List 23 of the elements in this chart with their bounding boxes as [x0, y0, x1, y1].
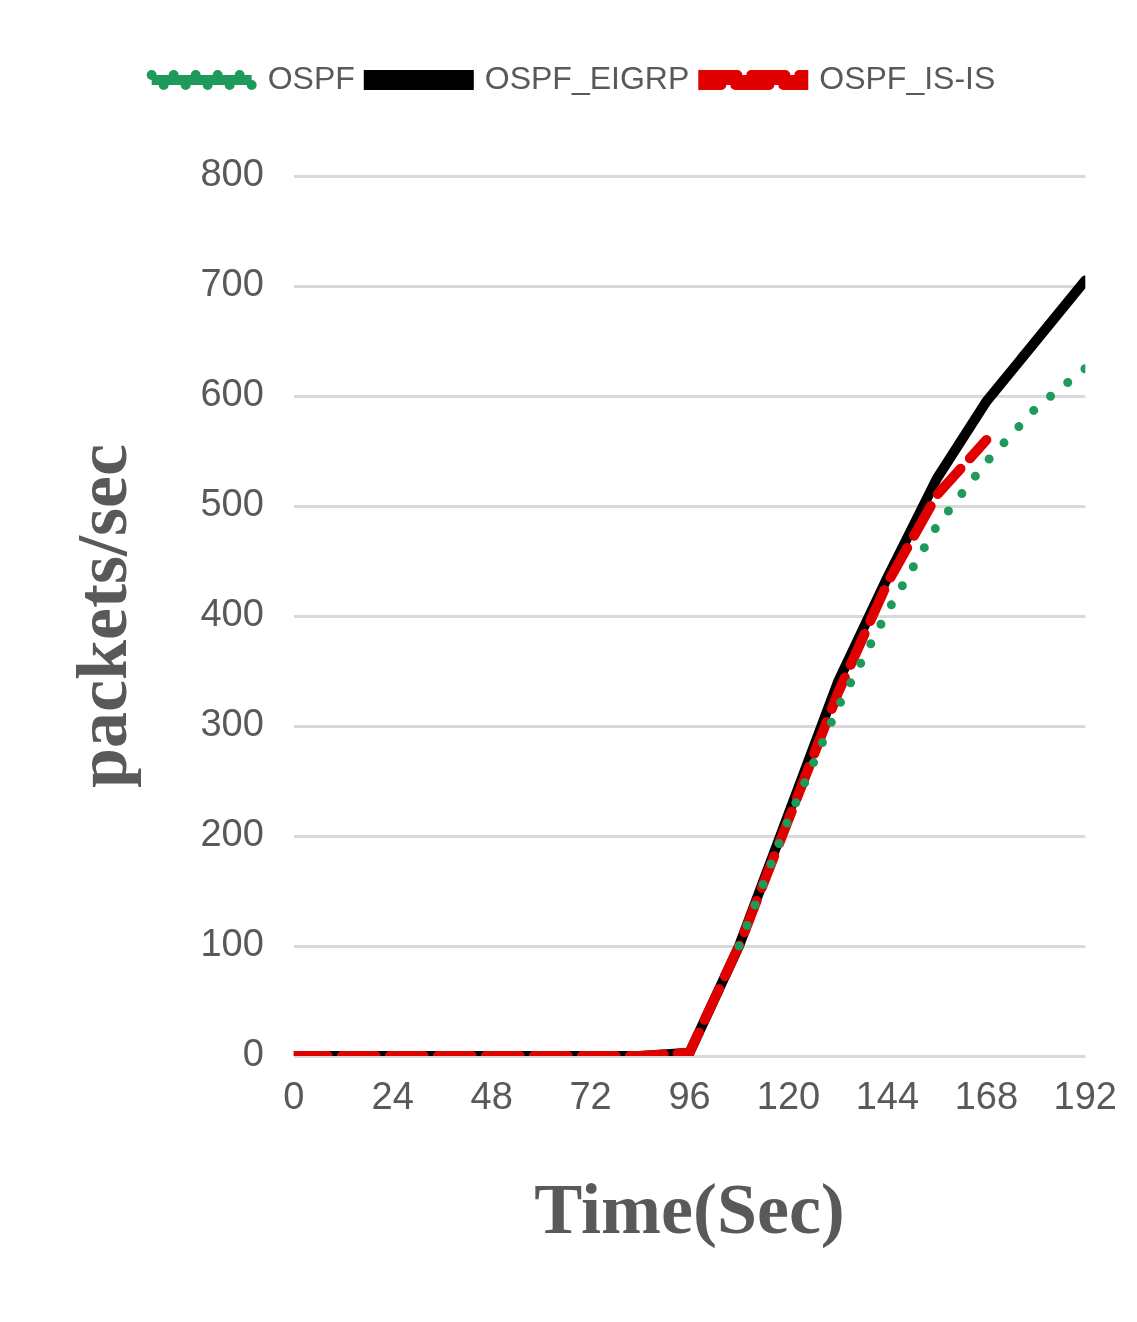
y-tick-label: 500 — [200, 482, 264, 525]
x-tick-label: 192 — [1053, 1075, 1117, 1118]
x-tick-label: 96 — [668, 1075, 711, 1118]
legend-label: OSPF_EIGRP — [484, 59, 690, 96]
y-tick-label: 400 — [200, 592, 264, 635]
x-tick-label: 0 — [283, 1075, 305, 1118]
y-tick-label: 600 — [200, 372, 264, 415]
y-tick-label: 100 — [200, 922, 264, 965]
y-tick-label: 300 — [200, 702, 264, 745]
x-axis-title: Time(Sec) — [534, 1169, 845, 1250]
x-tick-label: 120 — [756, 1075, 821, 1118]
y-tick-label: 700 — [200, 262, 264, 305]
legend-label: OSPF — [267, 59, 355, 96]
x-tick-label: 168 — [954, 1075, 1019, 1118]
x-tick-label: 48 — [470, 1075, 513, 1118]
legend-label: OSPF_IS-IS — [819, 59, 996, 96]
x-tick-label: 24 — [371, 1075, 414, 1118]
y-tick-label: 0 — [242, 1032, 264, 1075]
y-tick-label: 200 — [200, 812, 264, 855]
x-tick-label: 72 — [569, 1075, 612, 1118]
y-axis-title: packets/sec — [61, 444, 142, 788]
x-tick-label: 144 — [855, 1075, 920, 1118]
y-tick-label: 800 — [200, 152, 264, 195]
